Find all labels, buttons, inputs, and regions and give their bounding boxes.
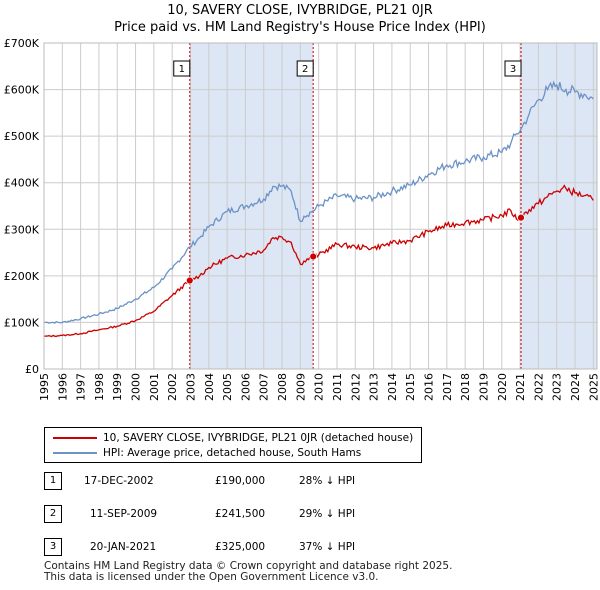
y-tick-label: £300K [4, 223, 40, 236]
sale-date: 20-JAN-2021 [90, 541, 157, 553]
x-tick-label: 2011 [331, 373, 344, 401]
x-tick-label: 2002 [166, 373, 179, 401]
series-line-property [43, 184, 594, 338]
x-tick-label: 2010 [313, 373, 326, 401]
footer: Contains HM Land Registry data © Crown c… [44, 561, 452, 583]
x-tick-label: 2007 [258, 373, 271, 401]
x-tick-label: 2005 [221, 373, 234, 401]
sale-point [185, 276, 194, 285]
x-tick-label: 2016 [423, 373, 436, 401]
series-line-hpi [44, 80, 594, 325]
x-tick-label: 2001 [148, 373, 161, 401]
y-tick-label: £400K [4, 177, 40, 190]
y-tick-label: £600K [4, 84, 40, 97]
legend-item-property: 10, SAVERY CLOSE, IVYBRIDGE, PL21 0JR (d… [53, 431, 413, 445]
x-tick-label: 2003 [184, 373, 197, 401]
x-tick-label: 2006 [239, 373, 252, 401]
x-tick-label: 2025 [587, 373, 600, 401]
y-tick-label: £500K [4, 130, 40, 143]
y-tick-label: £0 [25, 363, 39, 376]
shaded-period-1 [189, 43, 314, 369]
x-tick-label: 2008 [276, 373, 289, 401]
sale-badge: 3 [44, 538, 62, 556]
sale-hpi-diff: 28% ↓ HPI [299, 475, 356, 487]
footer-copyright: Contains HM Land Registry data © Crown c… [44, 560, 453, 572]
x-tick-label: 2009 [294, 373, 307, 401]
sale-date: 17-DEC-2002 [84, 475, 154, 487]
sale-badge: 1 [44, 472, 62, 490]
legend-swatch-property [53, 437, 97, 439]
x-tick-label: 2000 [130, 373, 143, 401]
price-chart: £0 £100K £200K £300K £400K £500K £600K £700K 199… [4, 37, 600, 401]
x-tick-label: 1997 [75, 373, 88, 401]
x-tick-label: 2019 [477, 373, 490, 401]
shaded-period-2 [521, 43, 597, 369]
sale-date: 11-SEP-2009 [90, 508, 158, 520]
sale-number-box [296, 60, 314, 77]
sale-hpi-diff: 37% ↓ HPI [299, 541, 356, 553]
sale-hpi-diff: 29% ↓ HPI [299, 508, 356, 520]
legend-swatch-hpi [53, 452, 97, 454]
plot-area-frame [43, 42, 598, 370]
x-tick-label: 2021 [514, 373, 527, 401]
sale-price: £241,500 [215, 508, 266, 520]
sale-number-box [173, 60, 191, 77]
footer-licence: This data is licensed under the Open Gov… [44, 571, 379, 583]
legend-label-property: 10, SAVERY CLOSE, IVYBRIDGE, PL21 0JR (d… [103, 432, 414, 444]
x-tick-label: 1999 [111, 373, 124, 401]
sale-price: £325,000 [215, 541, 266, 553]
x-tick-label: 2022 [532, 373, 545, 401]
chart-title: 10, SAVERY CLOSE, IVYBRIDGE, PL21 0JR [167, 3, 433, 18]
sale-point [309, 252, 318, 261]
x-tick-label: 2012 [349, 373, 362, 401]
x-tick-label: 2017 [441, 373, 454, 401]
sale-number-label: 3 [510, 64, 516, 75]
sale-point [517, 213, 525, 222]
sale-price: £190,000 [215, 475, 266, 487]
x-tick-label: 2023 [551, 373, 564, 401]
x-tick-label: 2004 [203, 373, 216, 401]
y-tick-label: £700K [4, 37, 40, 50]
x-tick-label: 2020 [496, 373, 509, 401]
sale-number-label: 2 [302, 64, 308, 75]
sale-number-box [504, 60, 522, 77]
sale-number-label: 1 [179, 64, 185, 75]
chart-legend: 10, SAVERY CLOSE, IVYBRIDGE, PL21 0JR (d… [44, 427, 422, 463]
x-tick-label: 1998 [93, 373, 106, 401]
chart-title-block: 10, SAVERY CLOSE, IVYBRIDGE, PL21 0JR Pr… [0, 2, 600, 36]
x-tick-label: 1996 [56, 373, 69, 401]
legend-item-hpi: HPI: Average price, detached house, Sout… [53, 446, 361, 460]
x-tick-label: 2015 [404, 373, 417, 401]
x-tick-label: 1995 [38, 373, 51, 401]
x-tick-label: 2013 [368, 373, 381, 401]
x-tick-label: 2018 [459, 373, 472, 401]
y-tick-label: £100K [4, 316, 40, 329]
sale-badge: 2 [44, 505, 62, 523]
x-tick-label: 2024 [569, 373, 582, 401]
x-tick-label: 2014 [386, 373, 399, 401]
legend-label-hpi: HPI: Average price, detached house, Sout… [103, 447, 362, 459]
chart-subtitle: Price paid vs. HM Land Registry's House … [114, 20, 486, 35]
y-tick-label: £200K [4, 270, 40, 283]
